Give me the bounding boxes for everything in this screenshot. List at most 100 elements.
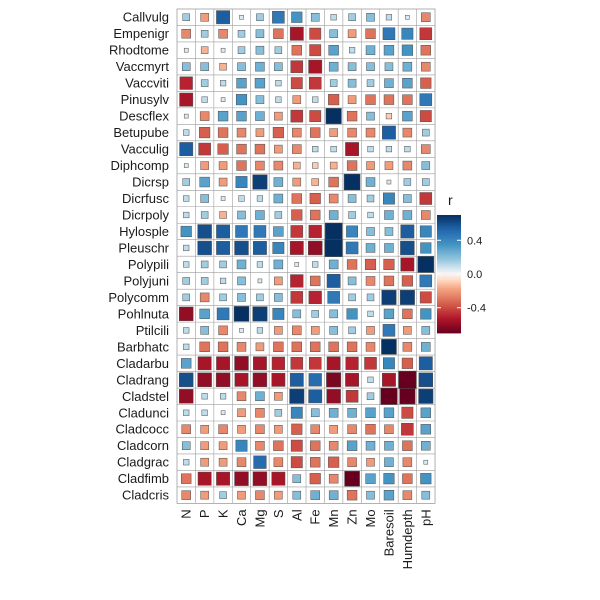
cell-Vaccmyrt-S (274, 62, 283, 71)
cell-Polypili-Fe (312, 261, 319, 268)
cell-Vacculig-Ca (236, 143, 247, 155)
cell-Cladarbu-Ca (234, 356, 249, 371)
cell-Dicrsp-K (218, 177, 228, 187)
cell-Callvulg-Mo (366, 12, 375, 22)
colorbar-segment (437, 281, 461, 285)
cell-Polyjuni-K (219, 277, 227, 284)
cell-Betupube-S (272, 127, 284, 139)
cell-Betupube-Mo (365, 127, 376, 138)
cell-Rhodtome-Al (291, 45, 302, 56)
column-label: Fe (308, 509, 323, 524)
cell-Cladgrac-Fe (310, 457, 321, 468)
cell-Vaccmyrt-Al (290, 60, 304, 73)
cell-Cladcris-Mn (328, 490, 339, 500)
cell-Pleuschr-Zn (345, 241, 359, 255)
cell-Vaccmyrt-Mg (255, 61, 265, 72)
cell-Vaccmyrt-Zn (347, 62, 357, 71)
cell-Polyjuni-Humdepth (401, 275, 413, 287)
colorbar-segment (437, 329, 461, 332)
cell-Ptilcili-Mn (329, 326, 338, 335)
colorbar-segment (437, 279, 461, 283)
cell-Vacculig-N (179, 142, 194, 156)
cell-Cladunci-Al (290, 406, 303, 419)
cell-Vacculig-Mo (367, 146, 374, 153)
cell-Cladfimb-pH (420, 473, 432, 485)
cell-Pinusylv-N (179, 92, 194, 107)
cell-Barbhatc-Zn (346, 341, 358, 353)
cell-Betupube-Zn (347, 127, 357, 138)
row-label: Cladarbu (116, 356, 169, 371)
cell-Descflex-Baresoil (385, 113, 393, 120)
cell-Ptilcili-pH (421, 326, 431, 335)
cell-Vaccviti-Al (290, 77, 303, 90)
cell-Betupube-Mn (329, 128, 338, 137)
legend-tick-label: 0.4 (467, 235, 482, 247)
cell-Cladunci-Ca (237, 408, 246, 418)
colorbar-segment (437, 291, 461, 295)
row-label: Cladstel (122, 389, 169, 404)
cell-Dicrsp-P (199, 176, 210, 188)
row-label: Cladgrac (117, 455, 170, 470)
cell-Cladcorn-Humdepth (402, 440, 413, 451)
cell-Vaccviti-N (179, 76, 193, 90)
column-label: Baresoil (381, 509, 396, 556)
cell-Betupube-Humdepth (402, 127, 413, 138)
cell-Cladrang-Ca (234, 372, 249, 387)
row-label: Pleuschr (118, 240, 169, 255)
cell-Dicrfusc-Zn (347, 194, 357, 203)
row-label: Barbhatc (117, 339, 170, 354)
cell-Pohlnuta-Mo (367, 310, 374, 317)
colorbar-segment (437, 252, 461, 255)
row-label: Dicrfusc (122, 191, 169, 206)
colorbar-segment (437, 287, 461, 291)
column-label: Al (289, 509, 304, 521)
cell-Cladcocc-P (200, 424, 209, 434)
cell-Cladgrac-N (183, 459, 190, 466)
cell-Polypili-S (273, 259, 284, 270)
cell-Polycomm-Mn (327, 291, 340, 304)
cell-Vaccviti-Ca (236, 78, 247, 89)
cell-Empenigr-Al (289, 26, 304, 41)
cell-Cladarbu-Zn (345, 356, 359, 370)
cell-Hylosple-Mg (253, 225, 267, 238)
colorbar-segment (437, 315, 461, 318)
cell-Dicrpoly-Mg (255, 210, 265, 220)
cell-Dicrsp-Ca (235, 176, 248, 188)
colorbar-segment (437, 238, 461, 241)
cell-Dicrsp-Baresoil (386, 179, 392, 185)
cell-Pinusylv-Mg (255, 95, 265, 104)
cell-Dicrfusc-Mo (366, 194, 375, 203)
row-label: Polyjuni (123, 273, 169, 288)
cell-Descflex-N (183, 113, 189, 119)
cell-Vacculig-Mn (330, 146, 337, 153)
cell-Cladcorn-Al (290, 439, 303, 452)
cell-Cladcris-Mo (366, 490, 375, 500)
cell-Pinusylv-K (220, 97, 226, 102)
cell-Dicrfusc-Ca (238, 195, 245, 202)
row-label: Dicrsp (132, 175, 169, 190)
cell-Empenigr-Mo (365, 28, 376, 39)
cell-Barbhatc-Mn (328, 341, 339, 353)
cell-Hylosple-Ca (235, 225, 248, 238)
cell-Cladunci-pH (420, 407, 431, 418)
cell-Cladcris-P (200, 490, 209, 500)
row-label: Ptilcili (136, 323, 169, 338)
colorbar-segment (437, 236, 461, 239)
cell-Cladcris-Zn (346, 490, 358, 501)
cell-Pohlnuta-S (272, 307, 285, 320)
cell-Callvulg-Fe (310, 12, 320, 22)
cell-Polycomm-Mg (256, 293, 264, 302)
cell-Cladcris-S (274, 490, 283, 500)
cell-Pinusylv-Fe (312, 96, 319, 103)
cell-Pleuschr-Fe (308, 240, 323, 256)
cell-Ptilcili-K (218, 325, 228, 336)
cell-Empenigr-Humdepth (401, 27, 414, 40)
cell-Cladcris-Baresoil (383, 490, 395, 501)
cell-Vaccmyrt-N (181, 62, 191, 71)
cell-Cladcocc-pH (420, 424, 431, 435)
cell-Rhodtome-K (220, 47, 226, 53)
cell-Dicrpoly-S (274, 211, 283, 219)
cell-Dicrsp-Fe (311, 178, 319, 186)
cell-Barbhatc-P (199, 341, 210, 353)
cell-Polyjuni-S (274, 276, 283, 286)
